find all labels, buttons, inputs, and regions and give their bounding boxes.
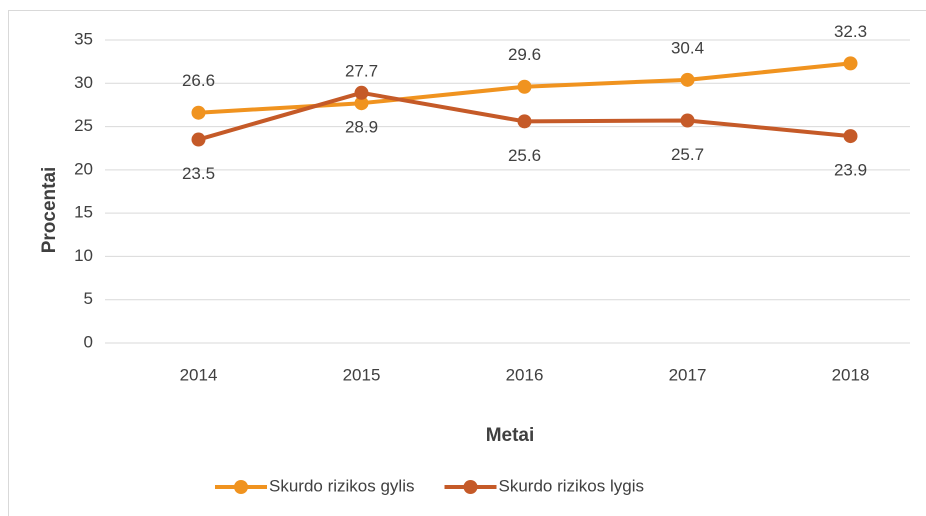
data-label: 25.7 (671, 145, 704, 164)
x-tick-label: 2014 (180, 365, 218, 384)
x-axis-title: Metai (486, 425, 535, 446)
y-tick-label: 5 (84, 289, 93, 308)
legend-label: Skurdo rizikos gylis (269, 476, 415, 495)
y-tick-label: 25 (74, 116, 93, 135)
y-tick-label: 10 (74, 246, 93, 265)
series-marker (843, 56, 858, 71)
y-axis-title: Procentai (39, 167, 60, 254)
series-marker (517, 79, 532, 94)
y-tick-label: 35 (74, 29, 93, 48)
series-marker (354, 85, 369, 100)
legend-label: Skurdo rizikos lygis (499, 476, 645, 495)
data-label: 25.6 (508, 146, 541, 165)
data-label: 23.9 (834, 161, 867, 180)
legend-marker (463, 480, 478, 494)
data-label: 32.3 (834, 22, 867, 41)
x-tick-label: 2016 (506, 365, 544, 384)
y-tick-label: 0 (84, 332, 93, 351)
series-marker (680, 113, 695, 128)
series-marker (354, 96, 369, 111)
series-marker (517, 114, 532, 129)
series-marker (191, 132, 206, 147)
data-label: 27.7 (345, 62, 378, 81)
y-tick-label: 20 (74, 159, 93, 178)
data-label: 26.6 (182, 71, 215, 90)
y-tick-label: 15 (74, 203, 93, 222)
x-tick-label: 2015 (343, 365, 381, 384)
legend-marker (234, 480, 248, 494)
chart-frame (8, 10, 926, 516)
series-marker (680, 72, 695, 87)
data-label: 30.4 (671, 38, 704, 57)
x-tick-label: 2017 (669, 365, 707, 384)
data-label: 23.5 (182, 164, 215, 183)
x-tick-label: 2018 (832, 365, 870, 384)
series-marker (191, 105, 206, 120)
data-label: 29.6 (508, 45, 541, 64)
series-marker (843, 129, 858, 144)
y-tick-label: 30 (74, 73, 93, 92)
data-label: 28.9 (345, 117, 378, 136)
